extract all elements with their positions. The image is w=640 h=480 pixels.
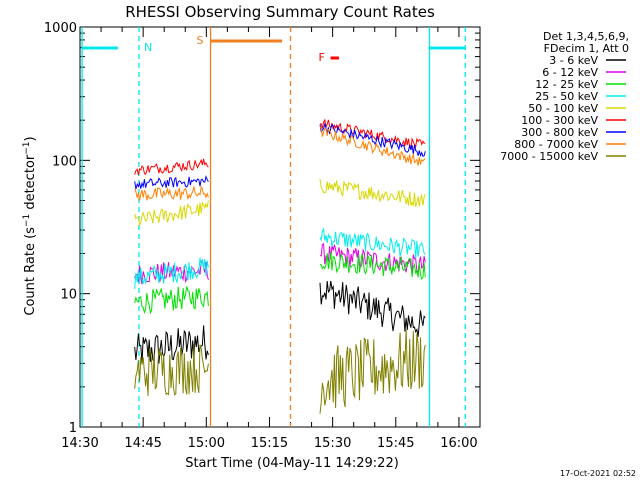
legend: Det 1,3,4,5,6,9,FDecim 1, Att 03 - 6 keV… xyxy=(500,30,629,163)
series-line-8-seg-1 xyxy=(319,329,426,414)
footer-timestamp: 17-Oct-2021 02:52 xyxy=(560,469,636,478)
y-axis-label: Count Rate (s−1 detector−1) xyxy=(22,136,38,315)
series-line-5-seg-0 xyxy=(134,158,209,176)
series-line-7-seg-0 xyxy=(134,185,209,201)
legend-entry-label: 800 - 7000 keV xyxy=(514,138,598,151)
series-line-3-seg-0 xyxy=(134,257,209,290)
series-line-2-seg-0 xyxy=(134,286,209,315)
legend-header-line: Det 1,3,4,5,6,9, xyxy=(543,30,629,43)
x-tick-label: 14:45 xyxy=(124,436,161,451)
series-line-7-seg-1 xyxy=(319,126,426,166)
x-tick-label: 15:15 xyxy=(251,436,288,451)
chart-title: RHESSI Observing Summary Count Rates xyxy=(125,3,435,21)
legend-entry-label: 25 - 50 keV xyxy=(535,90,598,103)
x-axis-label: Start Time (04-May-11 14:29:22) xyxy=(185,456,399,471)
series-line-4-seg-0 xyxy=(134,200,209,227)
plot-area: 1 10 100 1000 14:30 14:45 15:00 15:15 15:30 15:45… xyxy=(44,21,481,451)
series-line-8-seg-0 xyxy=(134,344,209,396)
x-tick-label: 16:00 xyxy=(440,436,477,451)
series-line-6-seg-1 xyxy=(319,122,426,158)
legend-entry-label: 7000 - 15000 keV xyxy=(500,150,598,163)
series-line-1-seg-0 xyxy=(134,260,209,285)
x-tick-label: 15:00 xyxy=(188,436,225,451)
night-label: N xyxy=(144,41,152,54)
series-line-3-seg-1 xyxy=(319,227,426,259)
y-tick-label: 10 xyxy=(60,288,77,303)
legend-entry-label: 300 - 800 keV xyxy=(521,126,598,139)
legend-entry-label: 3 - 6 keV xyxy=(549,54,598,67)
y-tick-label: 100 xyxy=(52,154,77,169)
series-line-2-seg-1 xyxy=(319,251,426,281)
x-tick-label: 15:30 xyxy=(314,436,351,451)
plot-frame xyxy=(79,26,481,428)
y-tick-label: 1000 xyxy=(44,21,77,36)
series-line-4-seg-1 xyxy=(319,179,426,208)
series-line-0-seg-0 xyxy=(134,325,209,364)
legend-header-line: FDecim 1, Att 0 xyxy=(544,42,629,55)
legend-entry-label: 50 - 100 keV xyxy=(528,102,598,115)
legend-entry-label: 100 - 300 keV xyxy=(521,114,598,127)
series-line-0-seg-1 xyxy=(319,280,426,337)
saa-label: S xyxy=(197,34,204,47)
x-tick-label: 14:30 xyxy=(61,436,98,451)
legend-entry-label: 6 - 12 keV xyxy=(542,66,598,79)
flare-label: F xyxy=(319,51,325,64)
series-line-6-seg-0 xyxy=(134,175,209,190)
x-tick-label: 15:45 xyxy=(377,436,414,451)
legend-entry-label: 12 - 25 keV xyxy=(535,78,598,91)
y-tick-label: 1 xyxy=(69,421,77,436)
